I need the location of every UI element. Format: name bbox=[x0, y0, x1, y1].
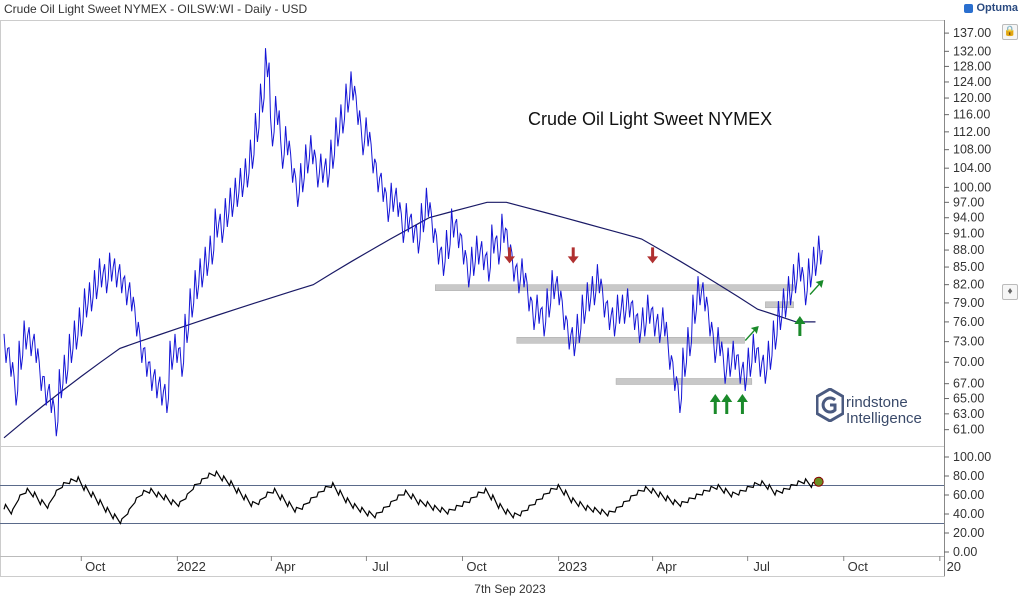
green-up-arrow bbox=[721, 394, 733, 414]
y-tick-label: 94.00 bbox=[953, 211, 984, 225]
support-resistance-zone bbox=[765, 301, 794, 309]
rsi-y-tick-label: 0.00 bbox=[953, 545, 977, 559]
y-tick-label: 137.00 bbox=[953, 26, 991, 40]
rsi-y-tick-label: 60.00 bbox=[953, 488, 984, 502]
optuma-logo-text: Optuma bbox=[976, 2, 1018, 14]
date-label: 7th Sep 2023 bbox=[474, 582, 546, 596]
y-tick-label: 88.00 bbox=[953, 243, 984, 257]
rsi-last-value-dot bbox=[813, 476, 824, 487]
y-tick-label: 100.00 bbox=[953, 180, 991, 194]
y-tick-label: 124.00 bbox=[953, 75, 991, 89]
price-line bbox=[3, 48, 823, 437]
y-tick-label: 91.00 bbox=[953, 227, 984, 241]
x-tick-label: 2022 bbox=[177, 559, 206, 574]
y-tick-label: 112.00 bbox=[953, 125, 990, 139]
brand-name: rindstone bbox=[846, 394, 908, 411]
x-tick-label: 20 bbox=[947, 559, 961, 574]
y-tick-label: 97.00 bbox=[953, 195, 984, 209]
chart-header-title: Crude Oil Light Sweet NYMEX - OILSW:WI -… bbox=[4, 2, 308, 16]
red-down-arrow bbox=[504, 247, 516, 264]
rsi-y-tick-label: 100.00 bbox=[953, 450, 991, 464]
y-tick-label: 76.00 bbox=[953, 315, 984, 329]
rsi-line bbox=[3, 469, 821, 525]
plot-frame bbox=[0, 20, 945, 577]
support-resistance-zone bbox=[615, 378, 753, 385]
y-tick-label: 132.00 bbox=[953, 44, 991, 58]
x-tick-label: Oct bbox=[848, 559, 869, 574]
green-up-right-arrow bbox=[744, 326, 759, 341]
moving-average-line bbox=[3, 201, 816, 439]
x-tick-label: 2023 bbox=[558, 559, 587, 574]
green-up-right-arrow bbox=[809, 280, 824, 295]
optuma-logo-icon bbox=[964, 3, 974, 13]
y-tick-label: 67.00 bbox=[953, 377, 984, 391]
brand-hex-icon bbox=[816, 388, 844, 422]
y-tick-label: 82.00 bbox=[953, 278, 984, 292]
y-tick-label: 85.00 bbox=[953, 260, 984, 274]
green-up-arrow bbox=[794, 316, 806, 336]
rsi-y-tick-label: 80.00 bbox=[953, 469, 984, 483]
y-tick-label: 120.00 bbox=[953, 91, 991, 105]
rsi-y-tick-label: 20.00 bbox=[953, 526, 984, 540]
rsi-y-tick-label: 40.00 bbox=[953, 507, 984, 521]
y-tick-label: 108.00 bbox=[953, 143, 991, 157]
x-tick-label: Apr bbox=[656, 559, 677, 574]
lock-icon[interactable]: 🔒 bbox=[1002, 24, 1018, 40]
brand-subname: Intelligence bbox=[846, 410, 922, 427]
y-tick-label: 104.00 bbox=[953, 161, 991, 175]
y-tick-label: 61.00 bbox=[953, 423, 984, 437]
y-tick-label: 116.00 bbox=[953, 108, 990, 122]
x-tick-label: Oct bbox=[85, 559, 106, 574]
y-tick-label: 128.00 bbox=[953, 59, 991, 73]
green-up-arrow bbox=[709, 394, 721, 414]
x-tick-label: Jul bbox=[372, 559, 389, 574]
optuma-logo: Optuma bbox=[964, 2, 1018, 14]
y-tick-label: 65.00 bbox=[953, 392, 984, 406]
green-up-arrow bbox=[736, 394, 748, 414]
brand-watermark: rindstone Intelligence bbox=[816, 386, 948, 430]
support-resistance-zone bbox=[435, 284, 794, 291]
chart-title: Crude Oil Light Sweet NYMEX bbox=[528, 109, 772, 129]
x-tick-label: Oct bbox=[466, 559, 487, 574]
x-tick-label: Apr bbox=[275, 559, 296, 574]
x-tick-label: Jul bbox=[753, 559, 770, 574]
support-resistance-zone bbox=[516, 337, 745, 344]
bell-icon[interactable]: ♦ bbox=[1002, 284, 1018, 300]
red-down-arrow bbox=[647, 247, 659, 264]
y-tick-label: 73.00 bbox=[953, 335, 984, 349]
y-tick-label: 79.00 bbox=[953, 296, 984, 310]
y-tick-label: 63.00 bbox=[953, 407, 984, 421]
y-tick-label: 70.00 bbox=[953, 355, 984, 369]
red-down-arrow bbox=[567, 247, 579, 264]
